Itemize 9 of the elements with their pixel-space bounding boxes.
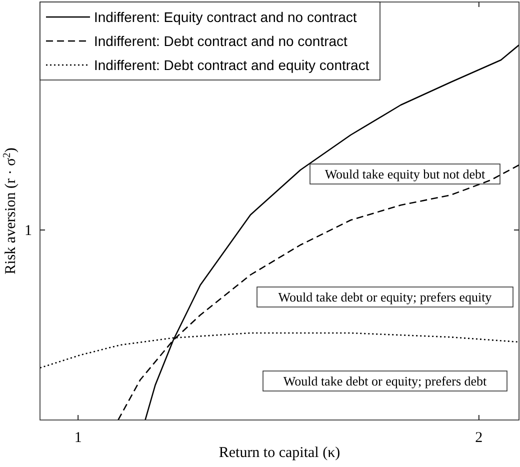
- legend-label: Indifferent: Equity contract and no contract: [94, 9, 357, 25]
- x-axis-title: Return to capital (κ): [218, 445, 340, 461]
- legend-label: Indifferent: Debt contract and equity contract: [94, 57, 370, 73]
- legend-label: Indifferent: Debt contract and no contract: [94, 33, 348, 49]
- annotation: Would take equity but not debt: [324, 166, 486, 182]
- annotation: Would take debt or equity; prefers equity: [278, 290, 492, 304]
- x-tick-label: 2: [475, 430, 483, 446]
- text: 1: [24, 223, 32, 239]
- annotation: Would take debt or equity; prefers debt: [283, 374, 488, 388]
